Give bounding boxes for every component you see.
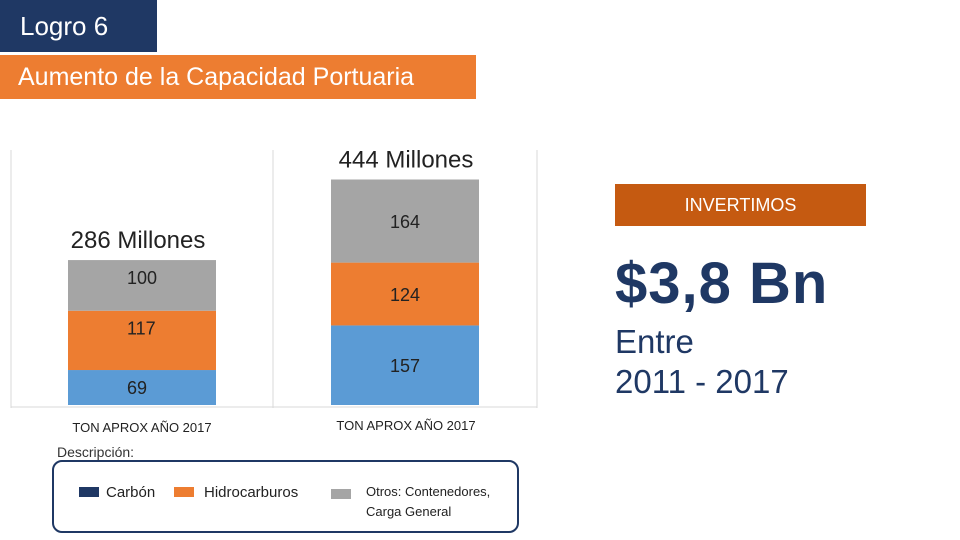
- invest-period-line1: Entre: [615, 323, 694, 360]
- bar-2-carbon-value: 157: [390, 356, 420, 376]
- category-label-2: TON APROX AÑO 2017: [336, 418, 475, 433]
- legend-swatch-otros: [331, 489, 351, 499]
- legend-label-hidrocarburos: Hidrocarburos: [204, 484, 299, 501]
- bar-1-carbon-value: 69: [127, 378, 147, 398]
- legend-label-otros-line2: Carga General: [366, 504, 452, 519]
- bar-2-carbon: [331, 325, 479, 405]
- bar-1-carbon: [68, 370, 216, 405]
- bar-1-otros-value: 100: [127, 268, 157, 288]
- invest-label-box: INVERTIMOS: [615, 184, 866, 226]
- bar-2-otros: [331, 179, 479, 263]
- invest-period: Entre 2011 - 2017: [615, 322, 789, 402]
- achievement-title: Logro 6: [0, 0, 157, 52]
- bar-2-total: 444 Millones: [339, 146, 474, 173]
- category-label-1: TON APROX AÑO 2017: [72, 420, 211, 435]
- legend-title: Descripción:: [57, 444, 135, 460]
- legend-label-carbon: Carbón: [106, 484, 156, 501]
- legend-swatch-hidrocarburos: [174, 487, 194, 497]
- bar-1-otros: [68, 260, 216, 311]
- bar-2-hidrocarburos: [331, 262, 479, 326]
- bar-1-hidrocarburos-value: 117: [127, 319, 156, 339]
- invest-amount: $3,8 Bn: [615, 251, 829, 316]
- invest-period-line2: 2011 - 2017: [615, 363, 789, 400]
- bar-2-hidrocarburos-value: 124: [390, 285, 420, 305]
- stacked-bar-chart: 69 117 100 286 Millones TON APROX AÑO 2017 15…: [10, 146, 538, 435]
- bar-2-otros-value: 164: [390, 212, 420, 232]
- legend-swatch-carbon: [79, 487, 99, 497]
- legend-label-otros: Otros: Contenedores, Carga General: [366, 482, 490, 522]
- legend-box: Carbón Hidrocarburos Otros: Contenedores…: [52, 460, 519, 533]
- legend-label-otros-line1: Otros: Contenedores,: [366, 484, 491, 499]
- bar-1-total: 286 Millones: [71, 227, 206, 254]
- bar-1-hidrocarburos: [68, 310, 216, 371]
- section-subtitle: Aumento de la Capacidad Portuaria: [0, 55, 476, 99]
